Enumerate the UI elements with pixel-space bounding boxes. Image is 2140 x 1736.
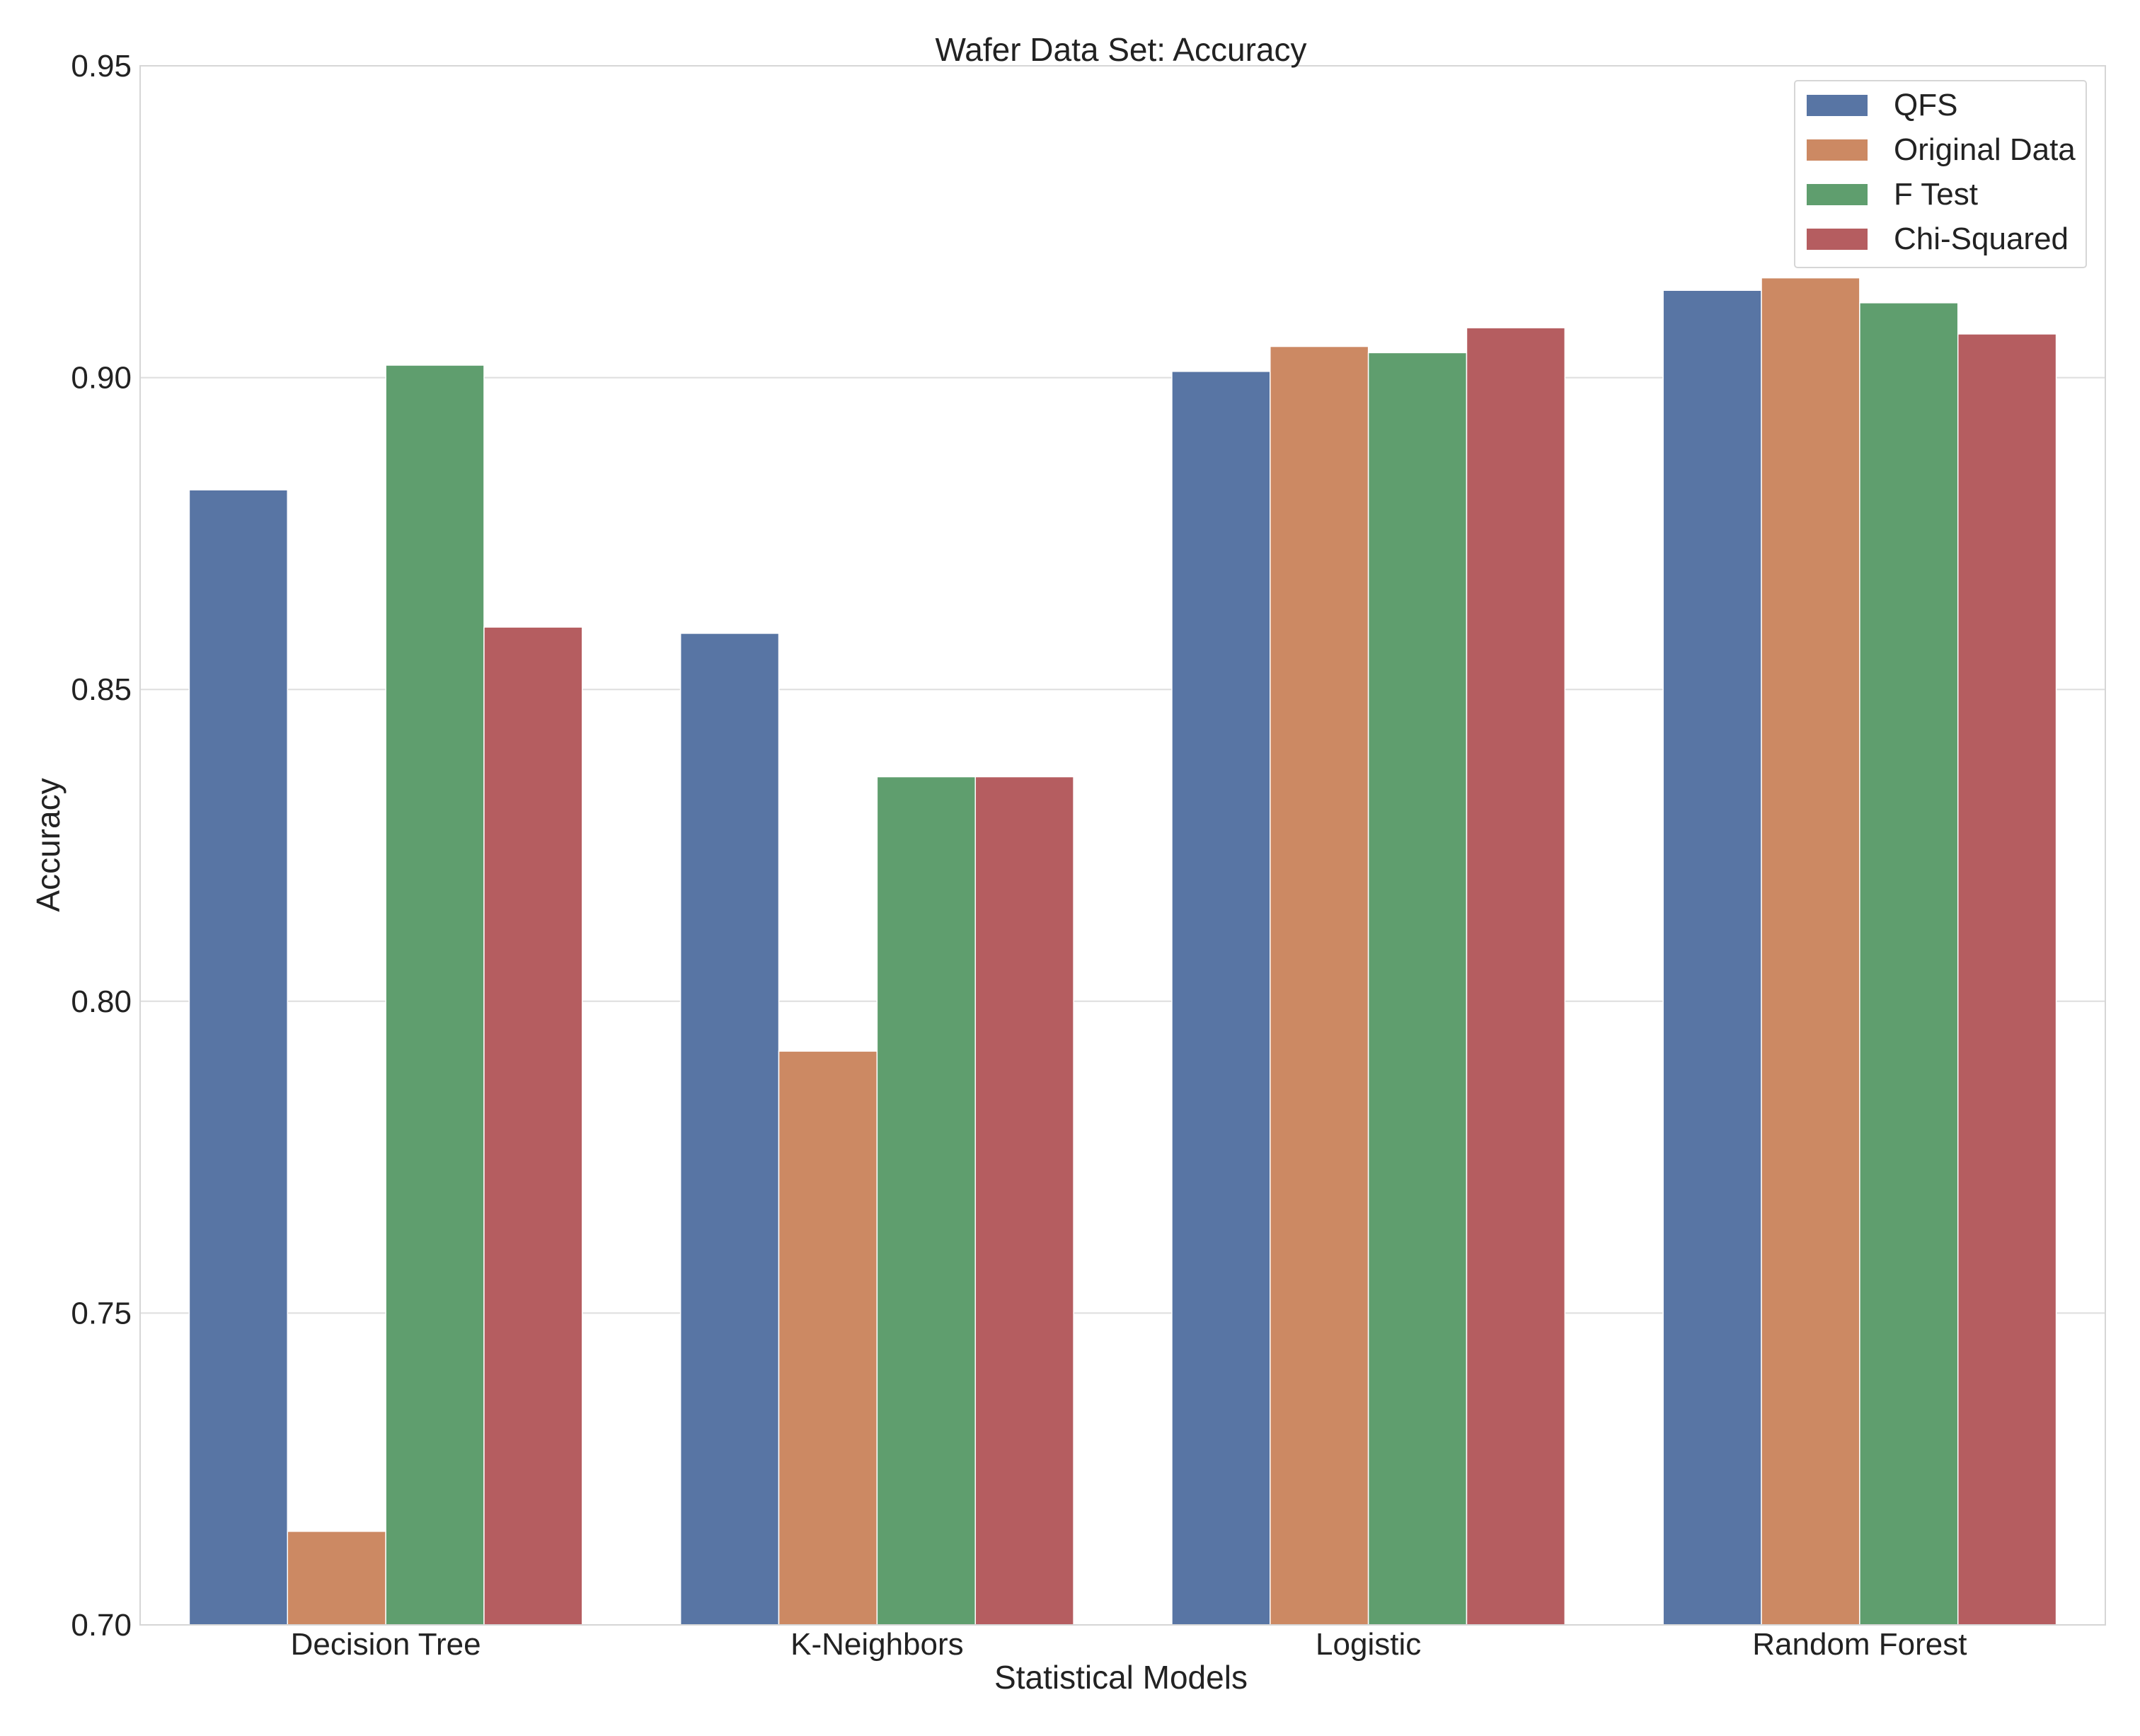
bar-chi-squared-k-neighbors [974, 776, 1074, 1626]
legend: QFS Original Data F Test Chi-Squared [1794, 80, 2087, 268]
legend-label: Chi-Squared [1894, 222, 2069, 256]
legend-swatch [1807, 229, 1868, 250]
bars [188, 277, 2057, 1626]
bar-qfs-k-neighbors [679, 633, 780, 1626]
plot-frame [139, 65, 2106, 1626]
y-tick-labels: 0.70 0.75 0.80 0.85 0.90 0.95 [71, 49, 132, 1643]
bar-original-data-random-forest [1761, 277, 1860, 1626]
bar-qfs-logistic [1171, 371, 1271, 1626]
x-tick-labels: Decision Tree K-Neighbors Logistic Random F… [291, 1627, 1967, 1662]
y-tick-label: 0.80 [71, 984, 132, 1019]
x-tick-label: Random Forest [1752, 1627, 1967, 1662]
bar-f-test-logistic [1367, 352, 1468, 1626]
y-tick-label: 0.85 [71, 672, 132, 707]
x-tick-label: K-Neighbors [790, 1627, 964, 1662]
bar-chi-squared-decision-tree [483, 626, 583, 1626]
y-axis-title: Accuracy [30, 778, 67, 912]
bar-original-data-k-neighbors [778, 1050, 878, 1626]
bar-chi-squared-logistic [1466, 327, 1566, 1626]
y-tick-label: 0.95 [71, 49, 132, 84]
y-tick-label: 0.70 [71, 1608, 132, 1643]
legend-swatch [1807, 95, 1868, 116]
bar-qfs-decision-tree [188, 489, 289, 1626]
legend-box [1794, 80, 2087, 268]
legend-label: F Test [1894, 177, 1978, 212]
y-tick-label: 0.75 [71, 1296, 132, 1330]
legend-items: QFS Original Data F Test Chi-Squared [1807, 88, 2076, 256]
bar-chi-squared-random-forest [1957, 333, 2057, 1626]
y-tick-label: 0.90 [71, 361, 132, 396]
legend-label: QFS [1894, 88, 1957, 122]
bar-f-test-random-forest [1859, 302, 1959, 1626]
legend-swatch [1807, 184, 1868, 205]
chart-title: Wafer Data Set: Accuracy [936, 31, 1307, 68]
bar-f-test-k-neighbors [876, 776, 976, 1626]
bar-f-test-decision-tree [385, 364, 485, 1626]
bar-original-data-logistic [1270, 345, 1369, 1626]
bar-original-data-decision-tree [287, 1531, 386, 1626]
x-axis-title: Statistical Models [994, 1659, 1248, 1696]
x-tick-label: Decision Tree [291, 1627, 481, 1662]
legend-swatch [1807, 139, 1868, 161]
legend-label: Original Data [1894, 132, 2076, 167]
bar-qfs-random-forest [1662, 289, 1762, 1626]
x-tick-label: Logistic [1316, 1627, 1421, 1662]
